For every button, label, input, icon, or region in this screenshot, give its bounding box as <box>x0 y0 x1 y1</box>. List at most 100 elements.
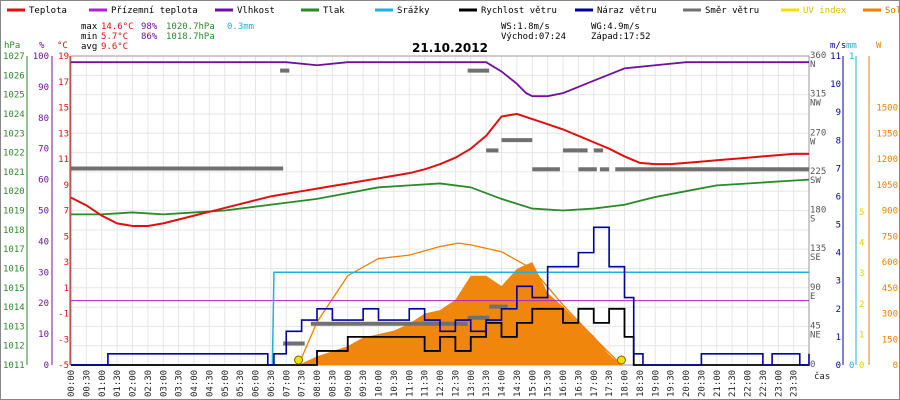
x-tick-label: 15:30 <box>544 370 554 397</box>
x-tick-label: 17:00 <box>590 370 600 397</box>
direction-tick-label: 135 <box>810 244 826 254</box>
pct-tick-label: 20 <box>38 299 49 309</box>
x-tick-label: 01:30 <box>113 370 123 397</box>
celsius-tick-label: -1 <box>58 310 69 320</box>
direction-tick-label: 45 <box>810 321 821 331</box>
x-tick-label: 17:30 <box>605 370 615 397</box>
x-tick-label: 09:30 <box>359 370 369 397</box>
legend-label: UV index <box>803 6 847 16</box>
hpa-tick-label: 1021 <box>3 168 25 178</box>
celsius-tick-label: 11 <box>58 155 69 165</box>
ms-tick-label: 5 <box>836 221 841 231</box>
pressure-line <box>71 178 810 216</box>
x-tick-label: 10:00 <box>375 370 385 397</box>
watt-tick-label: 1200 <box>876 155 898 165</box>
x-tick-label: 23:00 <box>774 370 784 397</box>
hpa-tick-label: 1019 <box>3 207 25 217</box>
direction-tick-label: 90 <box>810 283 821 293</box>
direction-compass-label: N <box>810 60 815 70</box>
celsius-tick-label: 15 <box>58 104 69 114</box>
celsius-tick-label: 5 <box>64 232 69 242</box>
watt-tick-label: 750 <box>882 232 898 242</box>
stats-max-label: max <box>81 22 98 32</box>
uv-marker <box>616 355 626 365</box>
x-tick-label: 02:00 <box>129 370 139 397</box>
legend-label: Tlak <box>323 6 345 16</box>
x-tick-label: 02:30 <box>144 370 154 397</box>
x-tick-label: 14:30 <box>513 370 523 397</box>
hpa-tick-label: 1016 <box>3 264 25 274</box>
x-tick-label: 13:00 <box>467 370 477 397</box>
mm-tick-label: 1 <box>849 52 854 62</box>
pct-axis-unit: % <box>39 41 45 51</box>
pct-tick-label: 70 <box>38 145 49 155</box>
pct-tick-label: 50 <box>38 207 49 217</box>
uv-tick-label: 4 <box>859 239 864 249</box>
wind-gust-line <box>71 226 810 366</box>
x-tick-label: 08:30 <box>328 370 338 397</box>
stats-min-label: min <box>81 32 97 42</box>
stats-sunrise: Východ:07:24 <box>501 32 566 42</box>
solar-area <box>298 262 622 365</box>
watt-tick-label: 600 <box>882 258 898 268</box>
x-tick-label: 12:00 <box>436 370 446 397</box>
hpa-tick-label: 1020 <box>3 187 25 197</box>
ms-tick-label: 0 <box>836 361 841 371</box>
direction-tick-label: 0 <box>810 360 815 370</box>
celsius-tick-label: -3 <box>58 335 69 345</box>
legend-label: Náraz větru <box>597 6 657 16</box>
hpa-tick-label: 1026 <box>3 71 25 81</box>
pct-tick-label: 0 <box>44 361 49 371</box>
ms-tick-label: 1 <box>836 333 841 343</box>
uv-tick-label: 3 <box>859 269 864 279</box>
hpa-axis-unit: hPa <box>4 41 20 51</box>
hpa-tick-label: 1013 <box>3 322 25 332</box>
x-tick-label: 22:00 <box>744 370 754 397</box>
uv-tick-label: 2 <box>859 300 864 310</box>
x-tick-label: 15:00 <box>528 370 538 397</box>
x-tick-label: 19:30 <box>667 370 677 397</box>
legend-label: Rychlost větru <box>481 6 557 16</box>
ms-tick-label: 9 <box>836 108 841 118</box>
direction-tick-label: 360 <box>810 51 826 61</box>
x-tick-label: 11:00 <box>405 370 415 397</box>
celsius-tick-label: 3 <box>64 258 69 268</box>
watt-tick-label: 300 <box>882 310 898 320</box>
hpa-tick-label: 1012 <box>3 342 25 352</box>
celsius-tick-label: -5 <box>58 361 69 371</box>
pct-tick-label: 60 <box>38 176 49 186</box>
direction-compass-label: NE <box>810 330 821 340</box>
watt-tick-label: 1350 <box>876 129 898 139</box>
x-tick-label: 11:30 <box>421 370 431 397</box>
stats-max-temp: 14.6°C <box>101 22 134 32</box>
x-tick-label: 07:30 <box>298 370 308 397</box>
direction-compass-label: W <box>810 137 816 147</box>
x-tick-label: 07:00 <box>282 370 292 397</box>
celsius-tick-label: 1 <box>64 284 69 294</box>
pct-tick-label: 40 <box>38 237 49 247</box>
x-tick-label: 06:00 <box>252 370 262 397</box>
x-tick-label: 09:00 <box>344 370 354 397</box>
celsius-tick-label: 13 <box>58 129 69 139</box>
hpa-tick-label: 1014 <box>3 303 25 313</box>
stats-wind-ws: WS:1.8m/s <box>501 22 550 32</box>
legend-label: Přízemní teplota <box>111 6 198 16</box>
direction-compass-label: SE <box>810 253 821 263</box>
celsius-tick-label: 17 <box>58 78 69 88</box>
watt-tick-label: 1500 <box>876 104 898 114</box>
hpa-tick-label: 1025 <box>3 91 25 101</box>
x-tick-label: 12:30 <box>451 370 461 397</box>
pct-tick-label: 10 <box>38 330 49 340</box>
x-tick-label: 00:30 <box>82 370 92 397</box>
x-tick-label: 20:00 <box>682 370 692 397</box>
ms-tick-label: 3 <box>836 277 841 287</box>
pct-tick-label: 80 <box>38 114 49 124</box>
direction-tick-label: 225 <box>810 167 826 177</box>
x-tick-label: 20:30 <box>697 370 707 397</box>
hpa-tick-label: 1027 <box>3 52 25 62</box>
x-tick-label: 03:30 <box>175 370 185 397</box>
x-tick-label: 16:30 <box>574 370 584 397</box>
x-tick-label: 16:00 <box>559 370 569 397</box>
stats-max-hum: 98% <box>141 22 158 32</box>
